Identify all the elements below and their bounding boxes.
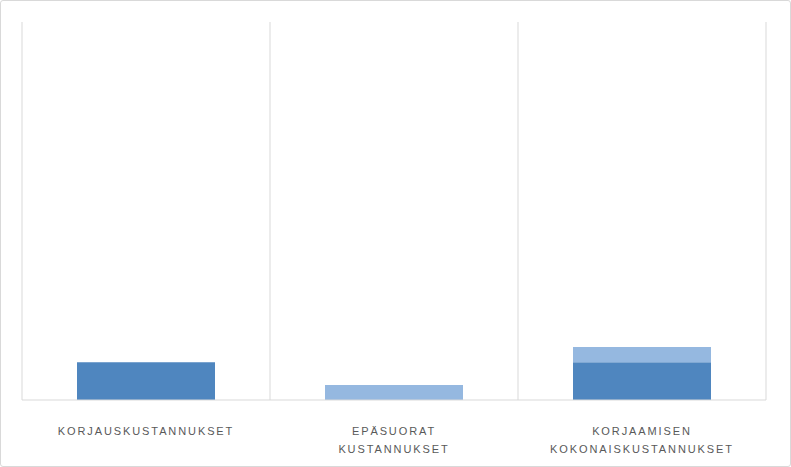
svg-text:EPÄSUORATKUSTANNUKSET: EPÄSUORATKUSTANNUKSET [338,425,449,455]
svg-text:KORJAAMISENKOKONAISKUSTANNUKSE: KORJAAMISENKOKONAISKUSTANNUKSET [550,425,734,455]
svg-text:KORJAUSKUSTANNUKSET: KORJAUSKUSTANNUKSET [58,425,234,437]
